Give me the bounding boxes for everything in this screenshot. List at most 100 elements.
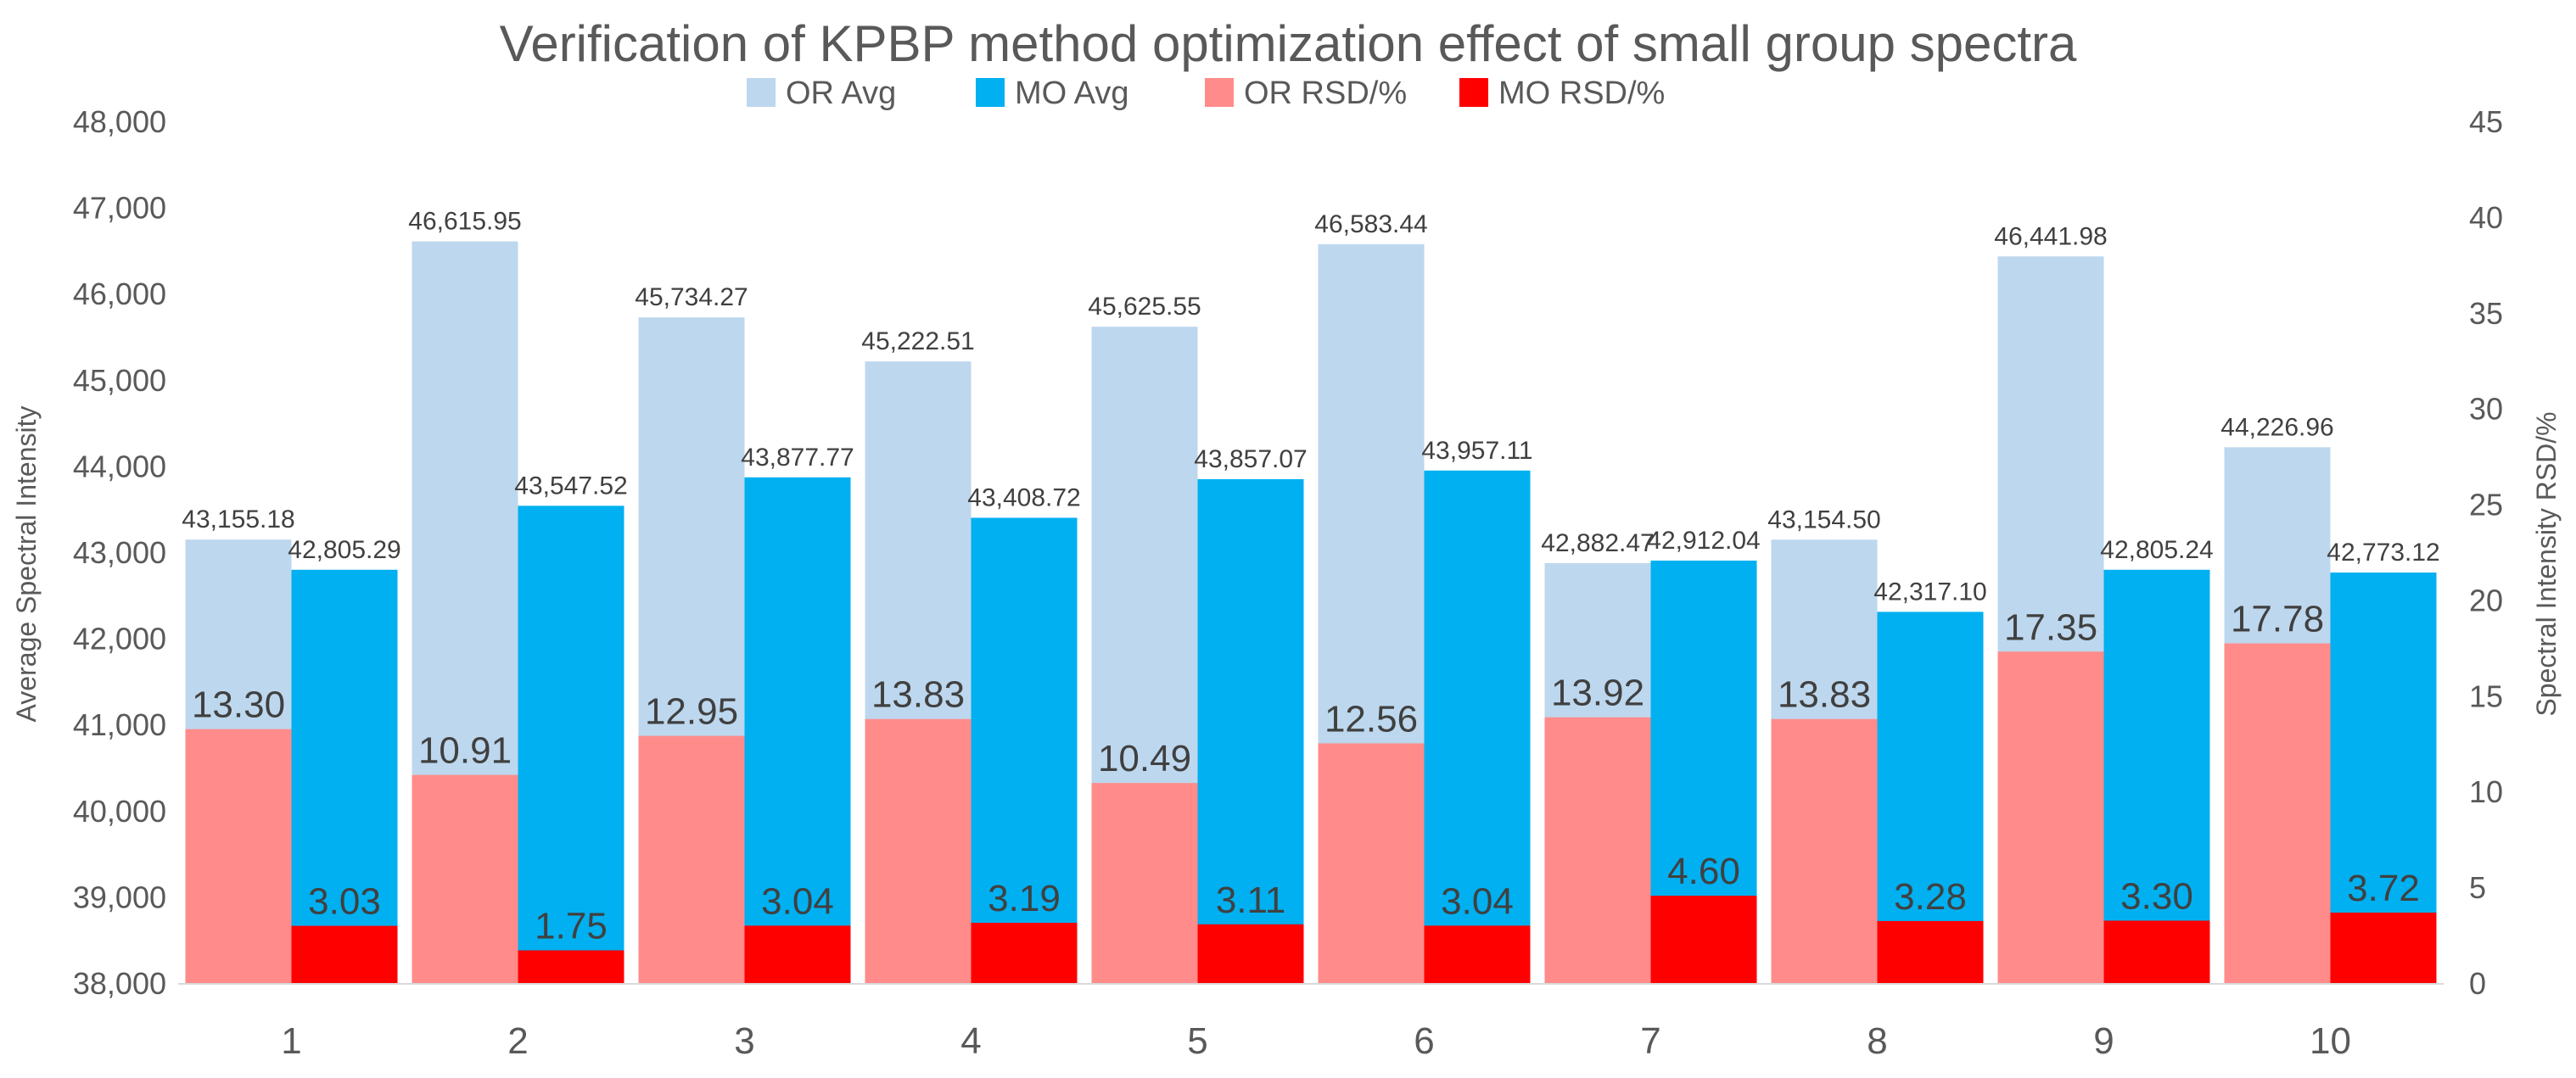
x-tick-label: 6 <box>1414 1020 1434 1062</box>
data-label-or-rsd: 13.83 <box>871 674 965 716</box>
y-tick-label: 41,000 <box>73 707 166 742</box>
data-label-or-avg: 45,734.27 <box>635 283 748 311</box>
x-tick-label: 2 <box>507 1020 528 1062</box>
y-tick-label: 45,000 <box>73 363 166 398</box>
bar-mo-rsd <box>971 922 1078 984</box>
bar-mo-rsd <box>744 925 851 984</box>
bar-or-rsd <box>1997 651 2104 984</box>
data-label-mo-rsd: 3.04 <box>761 880 834 922</box>
data-label-or-avg: 45,222.51 <box>861 327 974 355</box>
data-label-mo-rsd: 1.75 <box>535 905 608 947</box>
x-tick-label: 1 <box>281 1020 301 1062</box>
x-tick-label: 5 <box>1187 1020 1207 1062</box>
bar-mo-rsd <box>1197 924 1304 984</box>
data-label-or-avg: 42,882.47 <box>1541 529 1654 557</box>
data-label-or-rsd: 10.91 <box>418 730 512 772</box>
bar-mo-avg <box>1424 470 1531 984</box>
legend-swatch-or-avg <box>747 78 776 107</box>
data-label-or-avg: 46,583.44 <box>1314 210 1427 238</box>
data-label-or-rsd: 13.83 <box>1778 674 1871 716</box>
y2-tick-label: 10 <box>2469 774 2503 809</box>
y2-tick-label: 25 <box>2469 488 2503 522</box>
legend-swatch-or-rsd <box>1205 78 1234 107</box>
y-axis-ticks: 38,000 39,000 40,000 41,000 42,000 43,000 44,0… <box>73 104 166 1001</box>
x-tick-label: 3 <box>734 1020 754 1062</box>
data-label-mo-avg: 43,547.52 <box>514 472 627 500</box>
data-label-or-avg: 45,625.55 <box>1088 293 1201 321</box>
data-label-or-rsd: 17.35 <box>2004 606 2097 648</box>
data-label-mo-avg: 43,408.72 <box>967 483 1080 511</box>
data-label-mo-avg: 43,957.11 <box>1421 437 1532 465</box>
chart-title: Verification of KPBP method optimization… <box>500 15 2077 72</box>
data-label-mo-rsd: 3.03 <box>308 881 381 923</box>
x-tick-label: 7 <box>1640 1020 1660 1062</box>
data-label-or-avg: 44,226.96 <box>2220 413 2333 441</box>
data-label-mo-avg: 42,317.10 <box>1873 578 1986 606</box>
y-tick-label: 43,000 <box>73 535 166 570</box>
bar-or-rsd <box>638 735 745 984</box>
data-label-mo-rsd: 3.72 <box>2347 868 2420 909</box>
y2-tick-label: 0 <box>2469 966 2486 1001</box>
legend: OR Avg MO Avg OR RSD/% MO RSD/% <box>747 75 1665 111</box>
bar-or-rsd <box>1318 743 1425 984</box>
bar-mo-avg <box>291 569 398 984</box>
data-label-or-avg: 43,155.18 <box>182 505 294 533</box>
rsd-data-labels: 13.30 3.03 10.91 1.75 12.95 3.04 13.83 3.19 10.4… <box>192 599 2420 947</box>
y2-tick-label: 45 <box>2469 104 2503 139</box>
bar-mo-rsd <box>291 925 398 984</box>
y-tick-label: 40,000 <box>73 794 166 829</box>
data-label-or-rsd: 12.95 <box>645 691 738 733</box>
bar-mo-rsd <box>518 950 624 984</box>
y-tick-label: 48,000 <box>73 104 166 139</box>
legend-label-mo-rsd: MO RSD/% <box>1498 75 1665 111</box>
y-tick-label: 46,000 <box>73 276 166 311</box>
y-tick-label: 44,000 <box>73 449 166 483</box>
data-label-mo-avg: 43,857.07 <box>1194 445 1307 473</box>
data-label-mo-rsd: 4.60 <box>1667 851 1740 892</box>
data-label-or-rsd: 13.30 <box>192 684 285 726</box>
bar-mo-avg <box>518 505 624 984</box>
data-label-mo-rsd: 3.04 <box>1441 880 1514 922</box>
data-label-or-avg: 46,615.95 <box>408 208 521 236</box>
bar-mo-rsd <box>1650 896 1757 984</box>
y2-tick-label: 15 <box>2469 679 2503 713</box>
y-axis-label: Average Spectral Intensity <box>11 406 42 723</box>
data-label-mo-avg: 43,877.77 <box>741 444 854 472</box>
data-label-or-avg: 43,154.50 <box>1767 505 1880 533</box>
data-label-mo-rsd: 3.19 <box>988 878 1061 919</box>
legend-swatch-mo-rsd <box>1459 78 1488 107</box>
data-label-or-rsd: 13.92 <box>1551 673 1644 714</box>
y2-axis-label: Spectral Intensity RSD/% <box>2531 411 2562 716</box>
data-label-mo-avg: 42,805.24 <box>2100 536 2213 564</box>
bar-or-rsd <box>185 729 292 984</box>
data-label-mo-rsd: 3.30 <box>2120 875 2193 917</box>
bar-mo-rsd <box>1424 925 1531 984</box>
y2-tick-label: 30 <box>2469 392 2503 427</box>
y-tick-label: 47,000 <box>73 191 166 226</box>
bar-mo-rsd <box>2330 913 2437 984</box>
bars <box>185 241 2437 985</box>
data-label-or-avg: 46,441.98 <box>1994 222 2107 250</box>
data-label-mo-avg: 42,912.04 <box>1647 527 1760 555</box>
bar-mo-avg <box>2103 569 2210 984</box>
avg-data-labels: 43,155.18 42,805.29 46,615.95 43,547.52 45,7… <box>182 208 2439 606</box>
bar-or-rsd <box>865 718 972 984</box>
y2-tick-label: 35 <box>2469 296 2503 331</box>
x-tick-label: 4 <box>960 1020 981 1062</box>
bar-mo-avg <box>971 517 1078 984</box>
x-tick-label: 8 <box>1867 1020 1887 1062</box>
bar-mo-avg <box>744 477 851 984</box>
bar-or-rsd <box>1091 783 1198 984</box>
y-tick-label: 38,000 <box>73 966 166 1001</box>
bar-mo-avg <box>1197 478 1304 984</box>
x-axis-ticks: 1 2 3 4 5 6 7 8 9 10 <box>281 1020 2351 1062</box>
bar-mo-rsd <box>1877 920 1984 984</box>
data-label-mo-rsd: 3.11 <box>1216 880 1285 921</box>
data-label-mo-rsd: 3.28 <box>1894 876 1967 918</box>
bar-or-rsd <box>412 774 518 984</box>
data-label-or-rsd: 10.49 <box>1098 738 1191 779</box>
x-tick-label: 10 <box>2310 1020 2351 1062</box>
data-label-or-rsd: 12.56 <box>1324 698 1418 740</box>
data-label-mo-avg: 42,773.12 <box>2327 539 2439 567</box>
